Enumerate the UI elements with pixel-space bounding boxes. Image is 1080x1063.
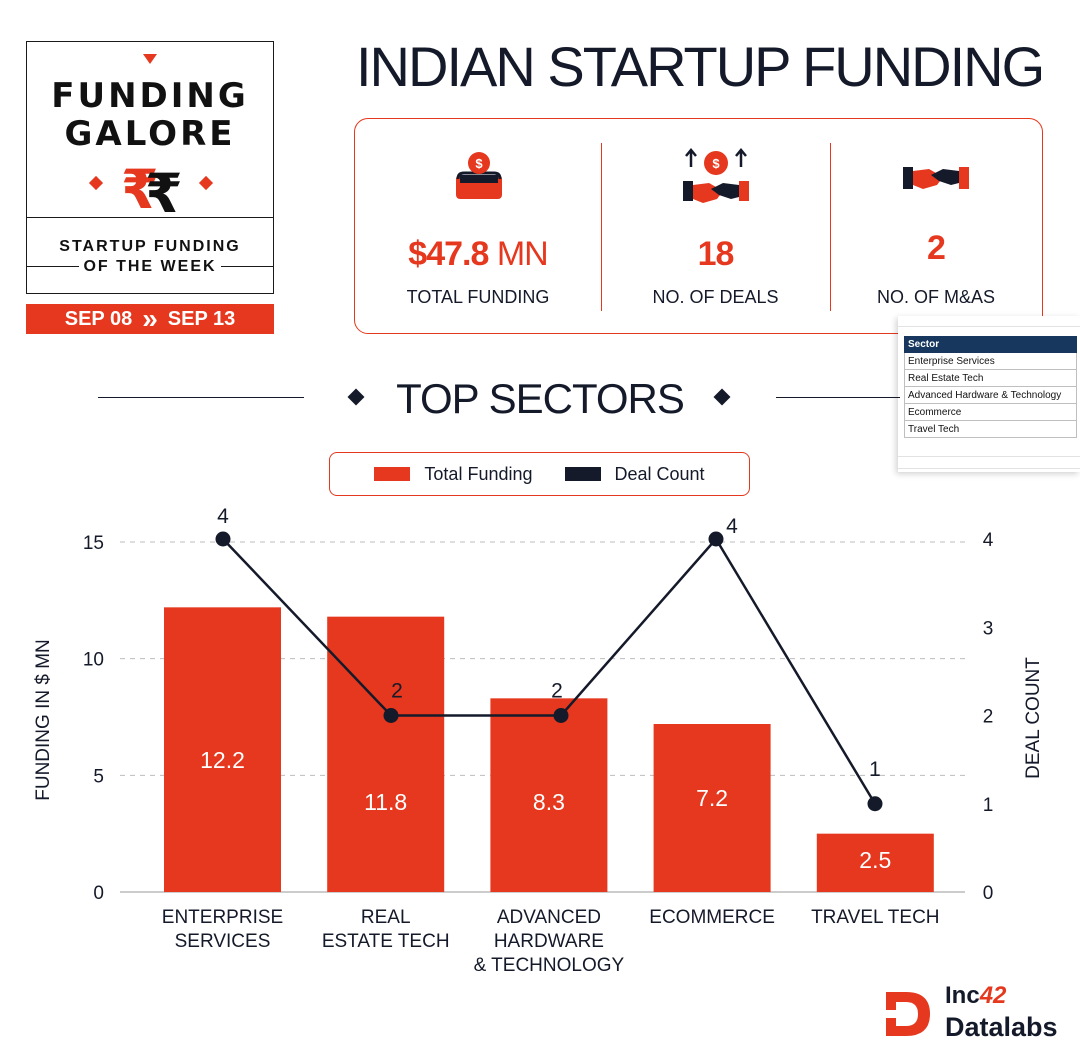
stat-label-funding: TOTAL FUNDING <box>406 287 550 307</box>
legend-swatch-funding <box>374 467 411 481</box>
double-chevron-icon: » <box>142 303 158 334</box>
badge-triangle-icon <box>143 54 157 64</box>
deal-count-label: 2 <box>391 680 403 703</box>
y-tick-label: 10 <box>83 650 104 671</box>
stats-panel: $ $47.8 MN TOTAL FUNDING $ 18 NO. OF DEA… <box>354 118 1043 334</box>
y2-tick-label: 3 <box>983 618 994 639</box>
bar-value-label: 8.3 <box>533 789 565 815</box>
sector-table-cell: Enterprise Services <box>904 352 1077 370</box>
badge-rule-right <box>221 266 273 267</box>
deal-count-point <box>553 708 569 723</box>
chart-legend: Total Funding Deal Count <box>329 452 750 496</box>
deal-growth-icon: $ <box>682 148 749 203</box>
stat-divider <box>601 143 602 311</box>
date-from: SEP 08 <box>64 307 133 330</box>
badge-title-line1: FUNDING <box>51 76 249 116</box>
x-tick-label: & TECHNOLOGY <box>474 955 625 976</box>
stat-divider <box>830 143 831 311</box>
stat-label-deals: NO. OF DEALS <box>652 287 779 307</box>
x-tick-label: ENTERPRISE <box>162 907 283 928</box>
x-tick-label: SERVICES <box>175 931 271 952</box>
stat-label-mas: NO. OF M&AS <box>876 287 995 307</box>
deal-count-label: 4 <box>726 515 738 538</box>
rupee-logo: ₹ ₹₹ ₹ <box>88 158 214 214</box>
y2-tick-label: 0 <box>983 883 994 904</box>
logo-text-inc42: Inc42 <box>945 982 1007 1009</box>
badge-rule-left <box>27 266 79 267</box>
red-diamond-left-icon <box>88 175 104 191</box>
stat-value-funding: $47.8 MN <box>408 235 548 273</box>
x-tick-label: ESTATE TECH <box>322 931 450 952</box>
funding-bar <box>653 724 771 892</box>
badge-subtitle-line2: OF THE WEEK <box>83 258 217 275</box>
y-tick-label: 5 <box>93 766 104 787</box>
date-to: SEP 13 <box>167 307 236 330</box>
deal-count-point <box>215 531 231 547</box>
y2-axis-title: DEAL COUNT <box>1023 657 1044 779</box>
page-title: INDIAN STARTUP FUNDING <box>356 35 1045 98</box>
money-box-icon: $ <box>456 152 502 199</box>
sector-table: Sector Enterprise Services Real Estate T… <box>904 336 1077 438</box>
inc42-datalabs-logo-icon <box>882 992 930 1036</box>
legend-label-funding: Total Funding <box>424 463 533 484</box>
funding-bar <box>816 833 934 892</box>
stat-mas: 2 NO. OF M&AS <box>830 119 1042 333</box>
y-tick-label: 0 <box>93 883 104 904</box>
x-tick-label: ECOMMERCE <box>649 907 775 928</box>
sector-table-cell: Travel Tech <box>904 420 1077 438</box>
deal-count-label: 4 <box>217 505 229 528</box>
x-tick-label: HARDWARE <box>494 931 604 952</box>
svg-text:$: $ <box>475 156 483 171</box>
sector-table-header: Sector <box>904 336 1077 353</box>
rupee-glyph-red: ₹ <box>121 158 159 214</box>
legend-label-deals: Deal Count <box>614 463 705 484</box>
x-tick-label: TRAVEL TECH <box>811 907 939 928</box>
legend-item-deals: Deal Count <box>564 463 705 485</box>
red-diamond-right-icon <box>198 175 214 191</box>
y-tick-label: 15 <box>83 533 104 554</box>
logo-text-datalabs: Datalabs <box>945 1012 1058 1042</box>
badge-divider <box>27 217 273 218</box>
deal-count-point <box>708 531 724 547</box>
deal-count-label: 2 <box>551 680 563 703</box>
badge-title-line2: GALORE <box>64 114 236 154</box>
rupee-glyph-black: ₹ <box>145 162 183 214</box>
legend-item-funding: Total Funding <box>374 463 533 485</box>
x-tick-label: REAL <box>361 907 411 928</box>
y-axis-title: FUNDING IN $ MN <box>33 639 54 801</box>
stat-value-mas: 2 <box>927 229 946 267</box>
handshake-icon <box>903 167 969 189</box>
spreadsheet-snippet: Sector Enterprise Services Real Estate T… <box>898 316 1080 472</box>
bar-value-label: 2.5 <box>859 847 891 873</box>
deal-count-point <box>383 708 399 723</box>
date-range-bar: SEP 08 » SEP 13 <box>26 304 274 334</box>
legend-swatch-deals <box>564 467 601 481</box>
funding-bar <box>327 616 445 892</box>
deal-count-label: 1 <box>869 758 881 781</box>
section-rule-left <box>98 397 304 398</box>
y2-tick-label: 1 <box>983 795 994 816</box>
stat-deals: $ 18 NO. OF DEALS <box>601 119 830 333</box>
bar-value-label: 7.2 <box>696 785 728 811</box>
badge-subtitle-line1: STARTUP FUNDING <box>59 238 241 255</box>
x-tick-label: ADVANCED <box>497 907 601 928</box>
svg-text:$: $ <box>712 156 720 171</box>
funding-bar <box>490 698 608 892</box>
y2-tick-label: 2 <box>983 707 994 728</box>
stat-total-funding: $ $47.8 MN TOTAL FUNDING <box>355 119 601 333</box>
section-rule-right <box>776 397 900 398</box>
section-title: TOP SECTORS <box>396 375 685 422</box>
bar-value-label: 12.2 <box>200 747 245 773</box>
sector-funding-chart: 0 5 10 15 0 1 2 3 4 FUNDING IN $ MN DEAL COUNT 12.2… <box>33 505 1044 976</box>
deal-count-point <box>867 796 883 812</box>
bar-value-label: 11.8 <box>364 789 407 815</box>
y2-tick-label: 4 <box>983 530 994 551</box>
stat-value-deals: 18 <box>697 235 735 273</box>
funding-bar <box>164 607 281 892</box>
funding-galore-badge: FUNDING GALORE ₹ ₹₹ ₹ STARTUP FUNDING OF… <box>26 41 274 294</box>
